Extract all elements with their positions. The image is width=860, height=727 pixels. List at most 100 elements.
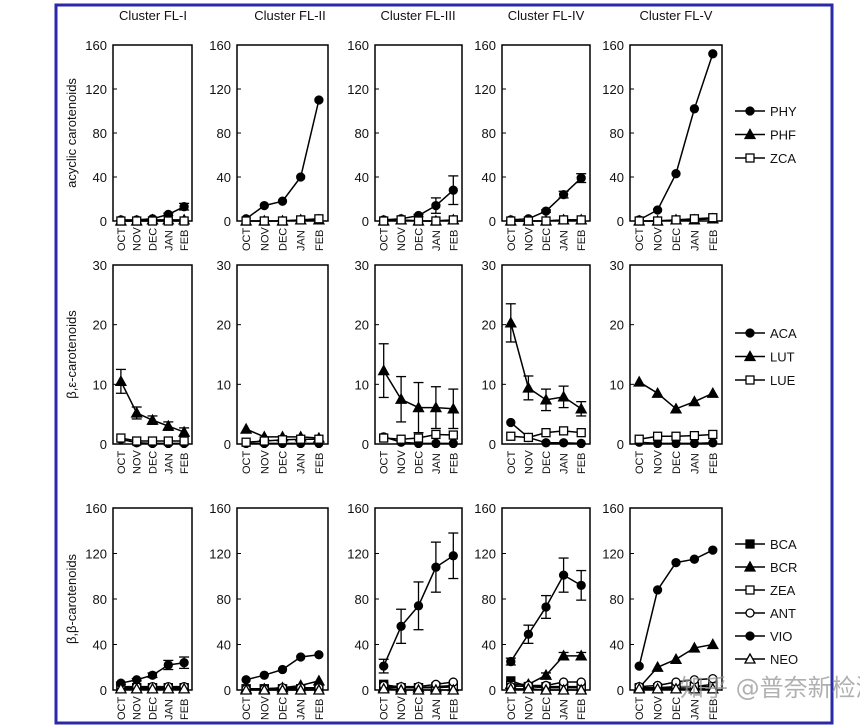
data-point-lue xyxy=(259,436,269,446)
data-point-phy xyxy=(314,95,324,105)
data-point-lut xyxy=(706,386,719,398)
data-point-lut xyxy=(447,402,460,414)
x-tick-label: NOV xyxy=(132,696,144,721)
y-tick-label: 120 xyxy=(85,82,107,97)
data-point-lue xyxy=(689,430,700,441)
data-point-bcr xyxy=(688,641,701,653)
data-point-lue xyxy=(116,433,126,443)
y-tick-label: 40 xyxy=(355,638,369,653)
data-point-bcr xyxy=(575,649,588,661)
y-tick-label: 80 xyxy=(482,592,496,607)
data-point-zca xyxy=(448,215,458,225)
y-tick-label: 120 xyxy=(602,82,624,97)
plot-area xyxy=(629,44,723,222)
legend-marker xyxy=(745,608,755,618)
legend-item-vio: VIO xyxy=(735,629,792,644)
x-tick-label: JAN xyxy=(163,453,175,474)
x-tick-label: DEC xyxy=(541,228,553,251)
x-tick-label: DEC xyxy=(148,228,160,251)
x-tick-label: DEC xyxy=(148,697,160,720)
x-tick-label: FEB xyxy=(179,453,191,474)
data-point-vio xyxy=(431,562,441,572)
data-point-zca xyxy=(689,214,700,224)
data-point-zca xyxy=(314,214,324,224)
data-point-phy xyxy=(296,172,306,182)
legend-marker xyxy=(745,585,755,595)
y-tick-label: 160 xyxy=(602,501,624,516)
x-tick-label: NOV xyxy=(523,696,535,721)
y-tick-label: 40 xyxy=(610,170,624,185)
panel: 0 40 80 120 160 OCT NOV DEC JAN FEB xyxy=(602,38,723,252)
x-tick-label: NOV xyxy=(259,450,271,475)
y-tick-label: 80 xyxy=(217,126,231,141)
x-tick-label: FEB xyxy=(708,699,720,720)
data-point-neo xyxy=(377,682,390,694)
y-tick-label: 40 xyxy=(482,170,496,185)
y-tick-label: 0 xyxy=(362,683,369,698)
x-tick-label: DEC xyxy=(278,228,290,251)
data-point-zca xyxy=(132,216,142,226)
y-tick-label: 120 xyxy=(347,82,369,97)
data-point-zca xyxy=(652,216,663,226)
x-tick-label: OCT xyxy=(116,697,128,721)
plot-area xyxy=(236,264,329,445)
data-point-bcr xyxy=(651,660,664,672)
y-tick-label: 30 xyxy=(355,258,369,273)
x-tick-label: OCT xyxy=(506,228,518,252)
data-point-lut xyxy=(688,395,701,407)
x-tick-label: OCT xyxy=(634,228,646,252)
data-point-zca xyxy=(296,215,306,225)
data-point-neo xyxy=(162,682,175,694)
y-tick-label: 20 xyxy=(482,318,496,333)
y-tick-label: 80 xyxy=(355,592,369,607)
data-point-aca xyxy=(558,438,569,448)
data-point-lue xyxy=(132,436,142,446)
watermark: 知乎 @普奈新检测 xyxy=(680,674,860,702)
x-tick-label: DEC xyxy=(541,697,553,720)
data-point-phy xyxy=(558,189,569,200)
data-point-zca xyxy=(506,216,516,226)
y-tick-label: 0 xyxy=(100,214,107,229)
legend-marker xyxy=(745,328,755,338)
y-tick-label: 80 xyxy=(610,126,624,141)
y-tick-label: 0 xyxy=(100,683,107,698)
x-tick-label: OCT xyxy=(241,228,253,252)
data-point-neo xyxy=(447,683,460,695)
data-point-vio xyxy=(576,580,586,590)
x-tick-label: JAN xyxy=(431,699,443,720)
data-point-lut xyxy=(539,393,553,405)
y-tick-label: 40 xyxy=(217,170,231,185)
x-tick-label: JAN xyxy=(689,699,701,720)
y-tick-label: 0 xyxy=(100,437,107,452)
series-line-vio xyxy=(638,549,714,667)
data-point-zca xyxy=(671,215,681,225)
legend-label: ACA xyxy=(770,326,797,341)
data-point-lue xyxy=(652,431,663,441)
data-point-aca xyxy=(448,438,458,449)
legend-marker xyxy=(745,153,755,163)
data-point-neo xyxy=(294,683,307,695)
x-tick-label: JAN xyxy=(163,230,175,251)
data-point-vio xyxy=(708,545,718,555)
data-point-lue xyxy=(379,433,389,443)
x-tick-label: DEC xyxy=(414,451,426,474)
legend-marker xyxy=(745,539,755,549)
x-tick-label: NOV xyxy=(132,450,144,475)
data-point-neo xyxy=(651,682,664,694)
data-point-zca xyxy=(576,215,586,225)
data-point-zca xyxy=(558,215,569,225)
data-point-phy xyxy=(179,202,189,212)
data-point-lut xyxy=(575,402,588,414)
x-tick-label: JAN xyxy=(296,453,308,474)
data-point-vio xyxy=(147,670,158,680)
x-tick-label: FEB xyxy=(179,230,191,251)
legend-item-phy: PHY xyxy=(735,104,797,119)
legend-marker xyxy=(743,652,757,664)
x-tick-label: OCT xyxy=(506,697,518,721)
legend-label: BCR xyxy=(770,560,797,575)
data-point-lue xyxy=(708,429,718,440)
data-point-vio xyxy=(541,602,551,612)
data-point-lut xyxy=(239,422,253,434)
x-tick-label: NOV xyxy=(132,227,144,252)
